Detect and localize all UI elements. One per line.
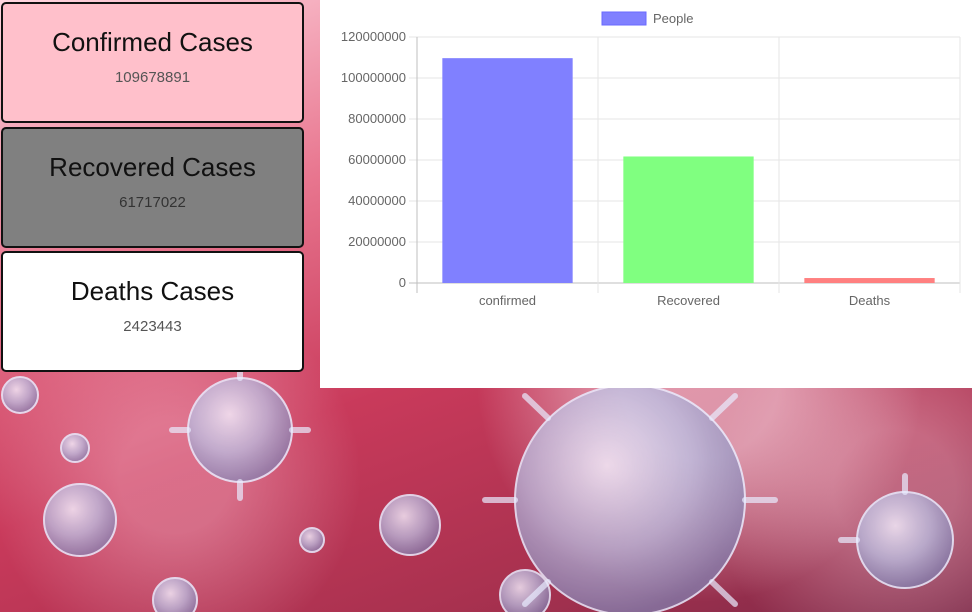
x-tick-label: confirmed [479,293,536,308]
y-tick-label: 120000000 [341,29,406,44]
x-tick-label: Recovered [657,293,720,308]
bar-confirmed [442,58,573,284]
deaths-cases-card: Deaths Cases 2423443 [1,251,304,372]
x-tick-label: Deaths [849,293,891,308]
bar-chart: 120000000 100000000 80000000 60000000 400000… [341,11,961,308]
y-tick-label: 0 [399,275,406,290]
bar-deaths [804,278,935,283]
deaths-cases-value: 2423443 [123,318,182,335]
y-tick-label: 40000000 [348,193,406,208]
y-tick-label: 100000000 [341,70,406,85]
confirmed-cases-card: Confirmed Cases 109678891 [1,2,304,123]
recovered-cases-card: Recovered Cases 61717022 [1,127,304,248]
legend-swatch-people [601,11,647,26]
deaths-cases-title: Deaths Cases [70,276,235,306]
confirmed-cases-title: Confirmed Cases [52,27,253,57]
y-tick-label: 80000000 [348,111,406,126]
y-tick-label: 60000000 [348,152,406,167]
confirmed-cases-value: 109678891 [114,69,191,86]
recovered-cases-value: 61717022 [119,194,186,211]
recovered-cases-title: Recovered Cases [49,152,256,182]
bar-recovered [623,156,754,283]
legend-label-people: People [653,11,693,26]
bar-chart-panel: 120000000 100000000 80000000 60000000 400000… [320,0,972,388]
y-tick-label: 20000000 [348,234,406,249]
